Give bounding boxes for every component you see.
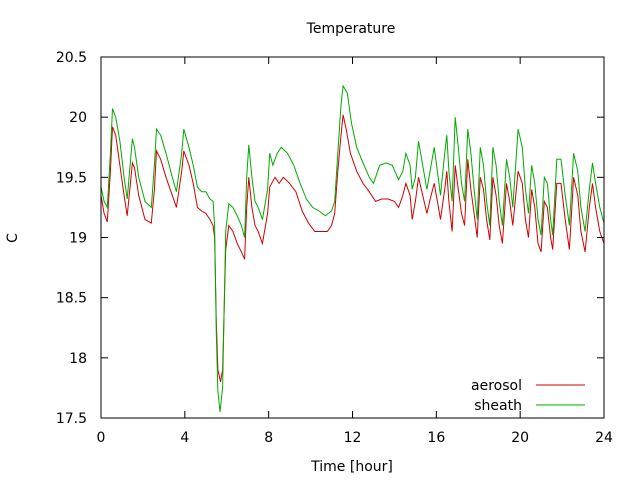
series-line-sheath bbox=[100, 84, 605, 413]
x-tick-label: 4 bbox=[180, 430, 189, 446]
legend-label-aerosol: aerosol bbox=[471, 378, 522, 394]
y-tick-label: 18 bbox=[69, 351, 87, 367]
y-tick-label: 18.5 bbox=[56, 291, 87, 307]
chart-title: Temperature bbox=[306, 21, 396, 37]
y-tick-label: 17.5 bbox=[56, 411, 87, 427]
x-tick-label: 24 bbox=[595, 430, 613, 446]
y-tick-label: 20 bbox=[69, 110, 87, 126]
x-tick-label: 20 bbox=[511, 430, 529, 446]
y-axis-label: C bbox=[5, 233, 21, 243]
x-tick-label: 16 bbox=[427, 430, 445, 446]
series-layer bbox=[100, 84, 605, 413]
x-axis-label: Time [hour] bbox=[310, 459, 393, 475]
x-tick-label: 12 bbox=[344, 430, 362, 446]
y-tick-label: 19 bbox=[69, 231, 87, 247]
plot-frame bbox=[100, 56, 605, 419]
x-tick-label: 8 bbox=[264, 430, 273, 446]
legend-label-sheath: sheath bbox=[474, 398, 522, 414]
x-tick-label: 0 bbox=[97, 430, 106, 446]
y-tick-label: 19.5 bbox=[56, 170, 87, 186]
ticks-layer: 0 4 8 12 16 20 24 17.5 18 18.5 19 19.5 20 20.5 bbox=[56, 50, 613, 446]
series-line-aerosol bbox=[100, 114, 605, 383]
legend: aerosol sheath bbox=[471, 378, 585, 414]
y-tick-label: 20.5 bbox=[56, 50, 87, 66]
